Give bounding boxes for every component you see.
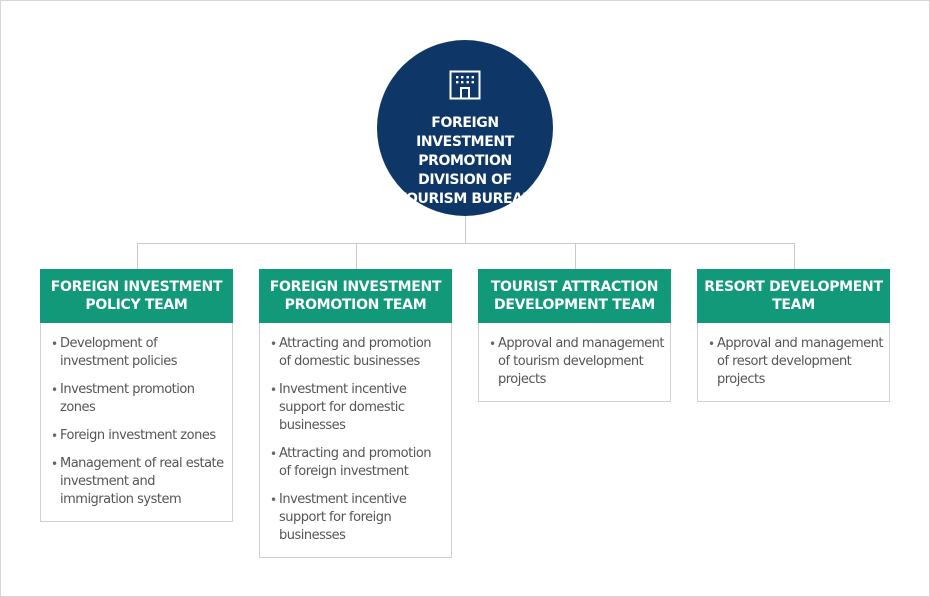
team-title: RESORT DEVELOPMENT TEAM xyxy=(697,269,890,323)
duty-item: • Investment incentive support for foreig… xyxy=(270,492,407,543)
duty-item: • Attracting and promotion of domestic bu… xyxy=(270,336,432,369)
duty-item: • Management of real estate investment an… xyxy=(51,456,224,507)
duty-item: • Foreign investment zones xyxy=(51,428,216,443)
team-policy: FOREIGN INVESTMENT POLICY TEAM • Developm… xyxy=(40,269,233,522)
building-icon xyxy=(449,70,481,100)
team-duties: • Attracting and promotion of domestic bu… xyxy=(259,323,452,558)
team-promotion: FOREIGN INVESTMENT PROMOTION TEAM • Attra… xyxy=(259,269,452,558)
connector-trunk xyxy=(465,216,466,243)
duty-item: • Investment promotion zones xyxy=(51,382,195,415)
connector-drop-1 xyxy=(137,243,138,269)
division-node: FOREIGN INVESTMENT PROMOTION DIVISION OF… xyxy=(377,40,553,216)
duty-item: • Approval and management of tourism deve… xyxy=(489,336,665,387)
duty-item: • Attracting and promotion of foreign inv… xyxy=(270,446,432,479)
duty-item: • Development of investment policies xyxy=(51,336,178,369)
team-resort: RESORT DEVELOPMENT TEAM • Approval and ma… xyxy=(697,269,890,402)
connector-drop-3 xyxy=(575,243,576,269)
team-title: TOURIST ATTRACTION DEVELOPMENT TEAM xyxy=(478,269,671,323)
team-duties: • Approval and management of tourism deve… xyxy=(478,323,671,402)
connector-drop-2 xyxy=(356,243,357,269)
team-title: FOREIGN INVESTMENT PROMOTION TEAM xyxy=(259,269,452,323)
division-title: FOREIGN INVESTMENT PROMOTION DIVISION OF… xyxy=(396,115,534,207)
duty-item: • Approval and management of resort devel… xyxy=(708,336,884,387)
team-duties: • Approval and management of resort devel… xyxy=(697,323,890,402)
duty-item: • Investment incentive support for domest… xyxy=(270,382,407,433)
team-tourist-attraction: TOURIST ATTRACTION DEVELOPMENT TEAM • App… xyxy=(478,269,671,402)
team-duties: • Development of investment policies • Inv… xyxy=(40,323,233,522)
connector-drop-4 xyxy=(794,243,795,269)
team-title: FOREIGN INVESTMENT POLICY TEAM xyxy=(40,269,233,323)
connector-bar xyxy=(137,243,795,244)
